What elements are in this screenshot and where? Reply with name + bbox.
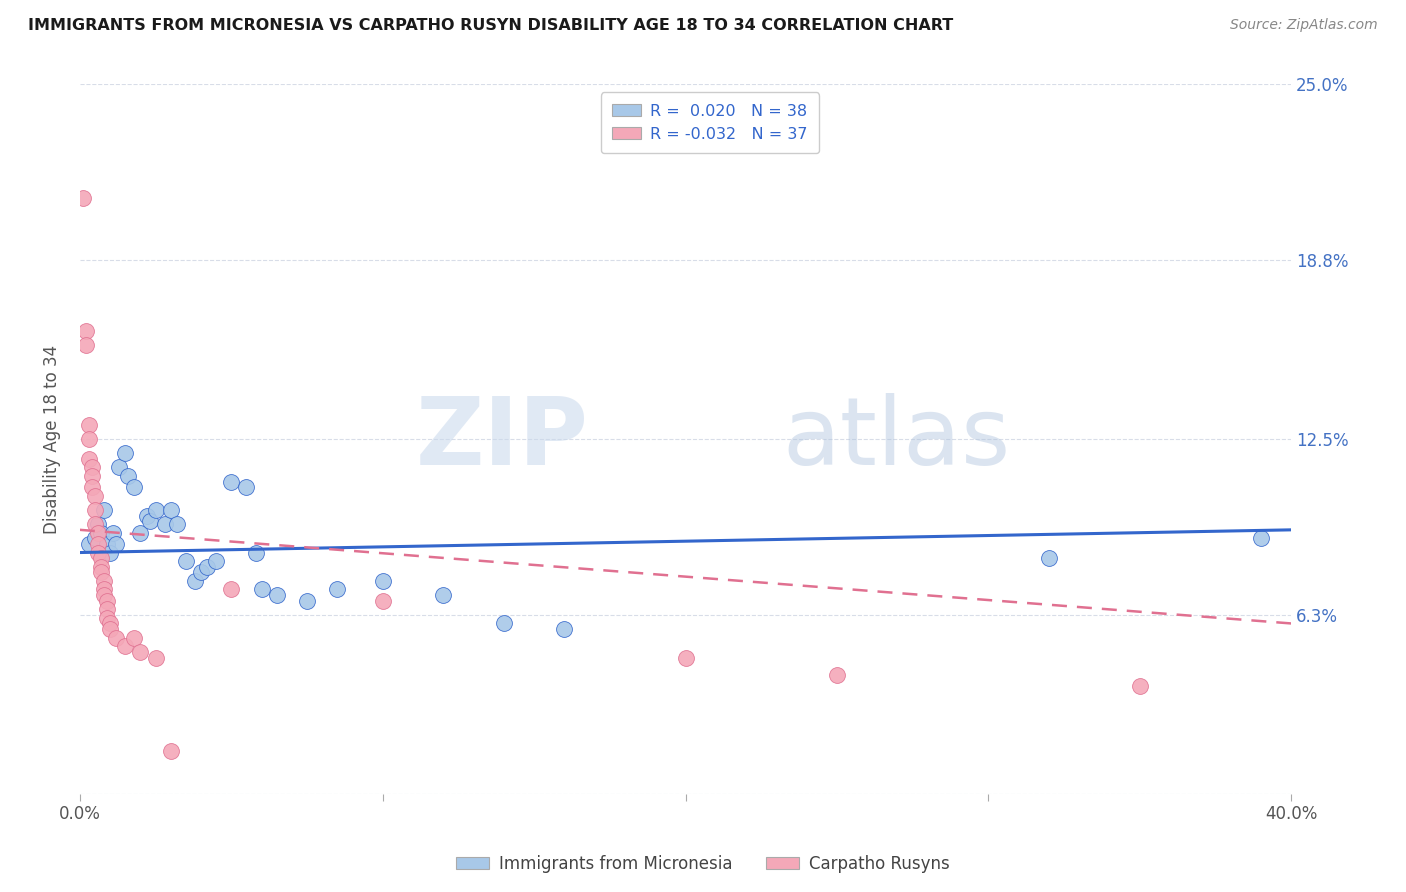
Text: ZIP: ZIP xyxy=(416,393,589,485)
Point xyxy=(266,588,288,602)
Point xyxy=(153,517,176,532)
Point xyxy=(105,537,128,551)
Point xyxy=(553,622,575,636)
Point xyxy=(114,639,136,653)
Point xyxy=(124,631,146,645)
Point xyxy=(93,503,115,517)
Point xyxy=(371,574,394,588)
Point xyxy=(80,460,103,475)
Point xyxy=(190,566,212,580)
Text: Source: ZipAtlas.com: Source: ZipAtlas.com xyxy=(1230,18,1378,32)
Point xyxy=(675,650,697,665)
Point xyxy=(108,460,131,475)
Point xyxy=(371,594,394,608)
Point xyxy=(75,324,97,338)
Point xyxy=(84,503,107,517)
Point xyxy=(93,582,115,597)
Text: IMMIGRANTS FROM MICRONESIA VS CARPATHO RUSYN DISABILITY AGE 18 TO 34 CORRELATION: IMMIGRANTS FROM MICRONESIA VS CARPATHO R… xyxy=(28,18,953,33)
Point xyxy=(77,537,100,551)
Point xyxy=(117,469,139,483)
Point xyxy=(174,554,197,568)
Point xyxy=(432,588,454,602)
Point xyxy=(96,602,118,616)
Legend: Immigrants from Micronesia, Carpatho Rusyns: Immigrants from Micronesia, Carpatho Rus… xyxy=(449,848,957,880)
Point xyxy=(77,417,100,432)
Point xyxy=(124,480,146,494)
Point xyxy=(77,432,100,446)
Point xyxy=(103,525,125,540)
Point xyxy=(96,611,118,625)
Point xyxy=(90,566,112,580)
Point xyxy=(96,537,118,551)
Point xyxy=(1038,551,1060,566)
Point xyxy=(145,503,167,517)
Point xyxy=(135,508,157,523)
Point xyxy=(72,191,94,205)
Point xyxy=(1250,532,1272,546)
Point xyxy=(129,645,152,659)
Text: atlas: atlas xyxy=(783,393,1011,485)
Point xyxy=(80,469,103,483)
Point xyxy=(250,582,273,597)
Y-axis label: Disability Age 18 to 34: Disability Age 18 to 34 xyxy=(44,344,60,533)
Point xyxy=(87,525,110,540)
Legend: R =  0.020   N = 38, R = -0.032   N = 37: R = 0.020 N = 38, R = -0.032 N = 37 xyxy=(600,93,818,153)
Point xyxy=(205,554,228,568)
Point xyxy=(77,451,100,466)
Point xyxy=(129,525,152,540)
Point xyxy=(184,574,207,588)
Point xyxy=(492,616,515,631)
Point xyxy=(326,582,349,597)
Point xyxy=(1129,679,1152,693)
Point xyxy=(98,622,121,636)
Point xyxy=(825,667,848,681)
Point xyxy=(87,537,110,551)
Point xyxy=(75,338,97,352)
Point xyxy=(90,525,112,540)
Point xyxy=(93,574,115,588)
Point xyxy=(166,517,188,532)
Point xyxy=(145,650,167,665)
Point xyxy=(93,588,115,602)
Point xyxy=(221,475,243,489)
Point xyxy=(235,480,257,494)
Point xyxy=(159,744,181,758)
Point xyxy=(105,631,128,645)
Point xyxy=(221,582,243,597)
Point xyxy=(98,616,121,631)
Point xyxy=(80,480,103,494)
Point xyxy=(84,489,107,503)
Point xyxy=(245,545,267,559)
Point xyxy=(159,503,181,517)
Point xyxy=(295,594,318,608)
Point xyxy=(90,551,112,566)
Point xyxy=(87,517,110,532)
Point xyxy=(87,545,110,559)
Point xyxy=(114,446,136,460)
Point xyxy=(90,559,112,574)
Point xyxy=(195,559,218,574)
Point xyxy=(138,514,160,528)
Point xyxy=(98,545,121,559)
Point xyxy=(96,594,118,608)
Point xyxy=(84,517,107,532)
Point xyxy=(84,532,107,546)
